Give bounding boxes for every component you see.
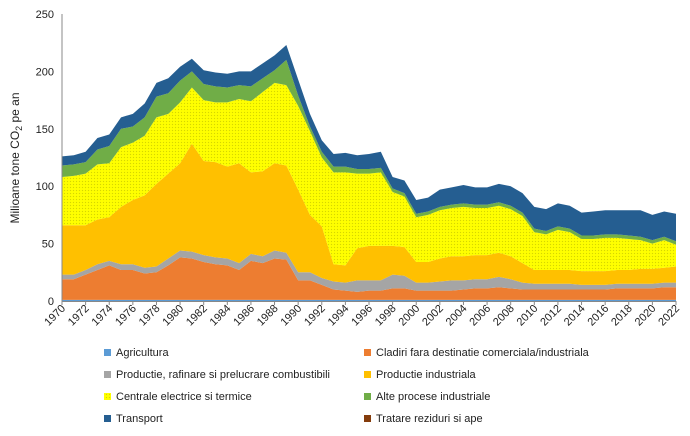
x-tick-label: 2004 (444, 303, 470, 329)
y-tick-label: 100 (36, 181, 54, 193)
x-tick-label: 1986 (231, 303, 257, 329)
legend-swatch (104, 349, 111, 356)
x-tick-label: 1988 (255, 303, 281, 329)
x-tick-label: 2006 (467, 303, 493, 329)
legend-label: Transport (116, 413, 163, 425)
y-tick-label: 0 (48, 296, 54, 308)
area-series-4 (62, 143, 676, 285)
x-tick-label: 2022 (656, 303, 682, 329)
x-tick-label: 1976 (113, 303, 139, 329)
x-tick-label: 2002 (420, 303, 446, 329)
area-series-1 (62, 299, 676, 301)
y-tick-label: 150 (36, 124, 54, 136)
x-tick-label: 2016 (585, 303, 611, 329)
legend-item: Agricultura (104, 347, 169, 359)
x-tick-label: 1970 (42, 303, 68, 329)
x-tick-label: 1972 (66, 303, 92, 329)
legend-label: Cladiri fara destinatie comerciala/indus… (376, 347, 590, 359)
legend-label: Productie industriala (376, 369, 477, 381)
y-axis-title-suffix: pe an (8, 92, 22, 125)
area-series-7 (62, 45, 676, 242)
x-tick-label: 1978 (137, 303, 163, 329)
y-axis-title: Milioane tone CO2 pe an (8, 92, 24, 223)
legend-item: Productie industriala (364, 369, 477, 381)
y-tick-label: 250 (36, 9, 54, 21)
legend-swatch (104, 415, 111, 422)
y-axis-title-main: Milioane tone CO (8, 131, 22, 224)
y-tick-label: 50 (42, 239, 54, 251)
x-tick-labels: 1970197219741976197819801982198419861988… (42, 301, 682, 328)
legend-label: Alte procese industriale (376, 391, 490, 403)
x-tick-label: 2010 (515, 303, 541, 329)
area-series-3 (62, 250, 676, 292)
x-tick-label: 1984 (208, 303, 234, 329)
area-series-5 (62, 82, 676, 272)
series-areas (62, 45, 676, 301)
x-tick-label: 2000 (397, 303, 423, 329)
x-tick-label: 2014 (562, 303, 588, 329)
legend: Agricultura Cladiri fara destinatie comer… (104, 347, 590, 425)
y-tick-labels: 0 50 100 150 200 250 (36, 9, 54, 308)
legend-swatch (104, 371, 111, 378)
legend-item: Transport (104, 413, 163, 425)
legend-swatch (104, 393, 111, 400)
x-tick-label: 1990 (278, 303, 304, 329)
legend-swatch (364, 371, 371, 378)
legend-label: Productie, rafinare si prelucrare combus… (116, 369, 330, 381)
y-tick-label: 200 (36, 66, 54, 78)
x-tick-label: 1992 (302, 303, 328, 329)
x-tick-label: 2018 (609, 303, 635, 329)
x-tick-label: 1998 (373, 303, 399, 329)
area-series-2 (62, 257, 676, 300)
x-tick-label: 1982 (184, 303, 210, 329)
legend-swatch (364, 415, 371, 422)
x-tick-label: 1980 (160, 303, 186, 329)
legend-item: Centrale electrice si termice (104, 391, 252, 403)
x-tick-label: 1974 (90, 303, 116, 329)
x-tick-label: 1994 (326, 303, 352, 329)
legend-label: Tratare reziduri si ape (376, 413, 483, 425)
y-axis-title-subscript: 2 (14, 126, 24, 131)
x-tick-label: 2008 (491, 303, 517, 329)
legend-label: Agricultura (116, 347, 169, 359)
legend-item: Alte procese industriale (364, 391, 490, 403)
x-tick-label: 2012 (538, 303, 564, 329)
legend-label: Centrale electrice si termice (116, 391, 252, 403)
legend-swatch (364, 349, 371, 356)
legend-item: Tratare reziduri si ape (364, 413, 483, 425)
x-tick-label: 2020 (633, 303, 659, 329)
legend-swatch (364, 393, 371, 400)
legend-item: Productie, rafinare si prelucrare combus… (104, 369, 330, 381)
legend-item: Cladiri fara destinatie comerciala/indus… (364, 347, 590, 359)
x-tick-label: 1996 (349, 303, 375, 329)
